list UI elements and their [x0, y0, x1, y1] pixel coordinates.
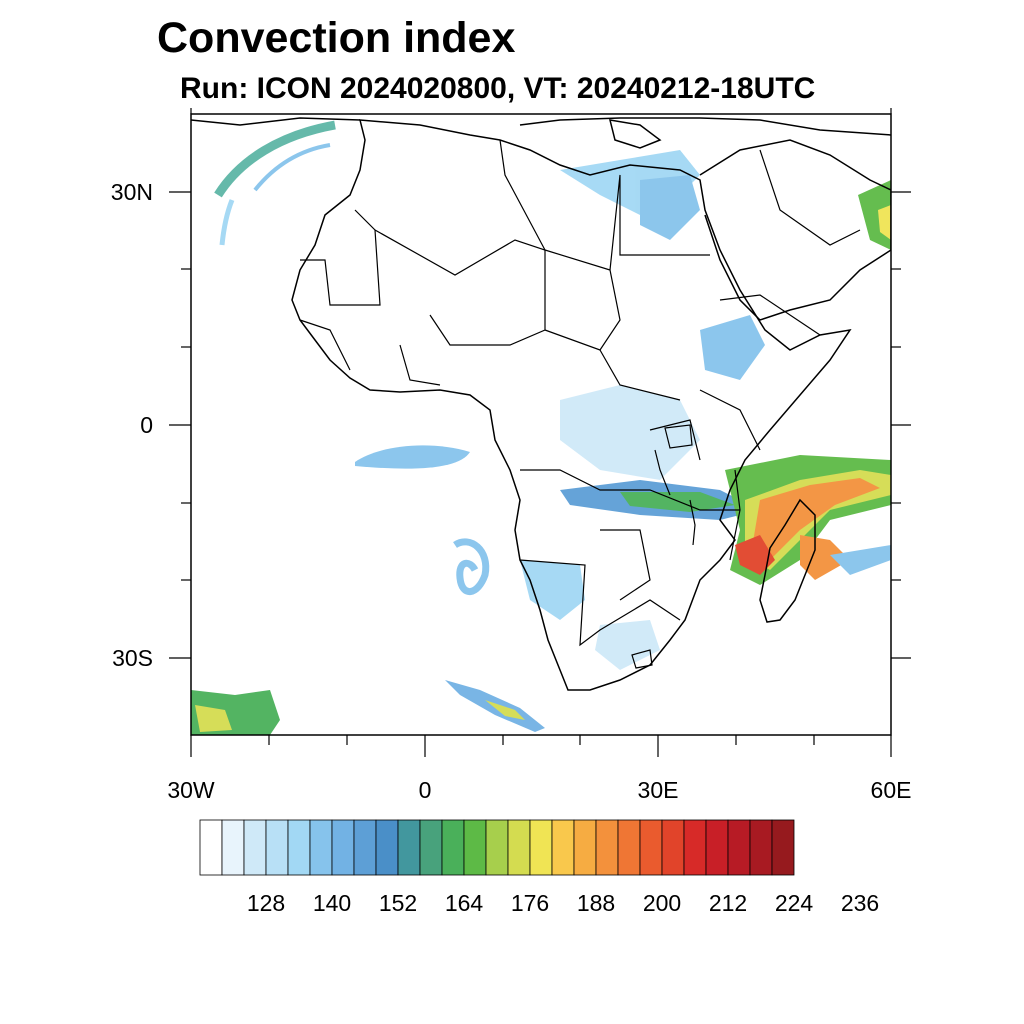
lon-tick-label: 0 — [419, 777, 432, 803]
madagascar-red — [735, 535, 775, 575]
colorbar-swatch — [683, 819, 707, 876]
colorbar-swatch — [287, 819, 311, 876]
colorbar-label: 236 — [841, 890, 879, 916]
colorbar-swatch — [331, 819, 355, 876]
colorbar-label: 152 — [379, 890, 417, 916]
colorbar-swatch — [221, 819, 245, 876]
map-area — [191, 117, 891, 735]
coastlines — [191, 117, 891, 691]
north-atlantic-band-2 — [253, 143, 331, 192]
mozambique-orange — [752, 478, 880, 560]
colorbar-swatch — [309, 819, 333, 876]
arabia-coastline — [699, 139, 891, 321]
colorbar-swatch — [353, 819, 377, 876]
colorbar-swatch — [419, 819, 443, 876]
colorbar-swatch — [771, 819, 795, 876]
colorbar-swatch — [749, 819, 773, 876]
colorbar-swatch — [595, 819, 619, 876]
colorbar-swatch — [573, 819, 597, 876]
south-central-band-green — [620, 492, 735, 512]
ethiopia-cells — [700, 315, 765, 380]
lon-tick-label: 60E — [871, 777, 912, 803]
south-africa-cells — [595, 620, 660, 670]
colorbar-swatch — [441, 819, 465, 876]
lake-victoria — [664, 424, 693, 449]
colorbar-swatch — [507, 819, 531, 876]
colorbar-label: 176 — [511, 890, 549, 916]
map-frame — [190, 113, 892, 736]
south-atlantic-band-yellow — [485, 700, 525, 720]
gulf-cells-2 — [878, 205, 891, 240]
colorbar-swatch — [375, 819, 399, 876]
lat-tick-label: 0 — [140, 412, 153, 438]
convection-field — [191, 120, 891, 735]
colorbar-label: 224 — [775, 890, 814, 916]
lat-tick-label: 30S — [112, 645, 153, 671]
lakes — [631, 424, 696, 669]
axis-ticks — [169, 108, 911, 757]
north-atlantic-arc — [219, 199, 235, 246]
southwest-corner-yellow — [195, 705, 232, 732]
country-borders — [299, 139, 861, 647]
mediterranean-islands — [608, 119, 662, 149]
colorbar: 128 140 152 164 176 188 200 212 224 236 — [199, 819, 879, 916]
angola-cells — [520, 560, 585, 620]
north-atlantic-band — [214, 120, 336, 198]
gulf-guinea-cells — [355, 445, 470, 469]
colorbar-swatch — [617, 819, 641, 876]
colorbar-swatch — [485, 819, 509, 876]
colorbar-label: 212 — [709, 890, 747, 916]
lon-tick-label: 30W — [167, 777, 215, 803]
colorbar-swatch — [265, 819, 289, 876]
colorbar-swatch — [727, 819, 751, 876]
lake-malawi — [689, 499, 696, 546]
colorbar-swatch — [529, 819, 553, 876]
colorbar-label: 164 — [445, 890, 484, 916]
colorbar-swatch — [705, 819, 729, 876]
indian-ocean-band — [830, 545, 891, 575]
colorbar-label: 188 — [577, 890, 615, 916]
lat-tick-labels: 30N 0 30S — [111, 179, 153, 671]
colorbar-swatch — [243, 819, 267, 876]
lake-tanganyika — [654, 449, 671, 496]
europe-coastline — [191, 117, 891, 136]
lon-tick-labels: 30W 0 30E 60E — [167, 777, 911, 803]
colorbar-swatch — [463, 819, 487, 876]
colorbar-swatch — [199, 819, 223, 876]
colorbar-label: 128 — [247, 890, 285, 916]
africa-coastline — [291, 119, 852, 691]
lon-tick-label: 30E — [638, 777, 679, 803]
chart-subtitle: Run: ICON 2024020800, VT: 20240212-18UTC — [180, 72, 816, 105]
congo-cells — [560, 385, 700, 480]
colorbar-swatch — [397, 819, 421, 876]
colorbar-swatch — [551, 819, 575, 876]
colorbar-label: 200 — [643, 890, 681, 916]
madagascar-east-cells — [800, 535, 850, 580]
madagascar-coastline — [759, 498, 816, 623]
chart-title: Convection index — [157, 14, 516, 62]
atlantic-swirl — [453, 538, 490, 595]
colorbar-swatch — [639, 819, 663, 876]
colorbar-label: 140 — [313, 890, 351, 916]
lesotho — [631, 649, 653, 669]
egypt-plume — [640, 175, 700, 240]
colorbar-swatch — [661, 819, 685, 876]
lat-tick-label: 30N — [111, 179, 153, 205]
